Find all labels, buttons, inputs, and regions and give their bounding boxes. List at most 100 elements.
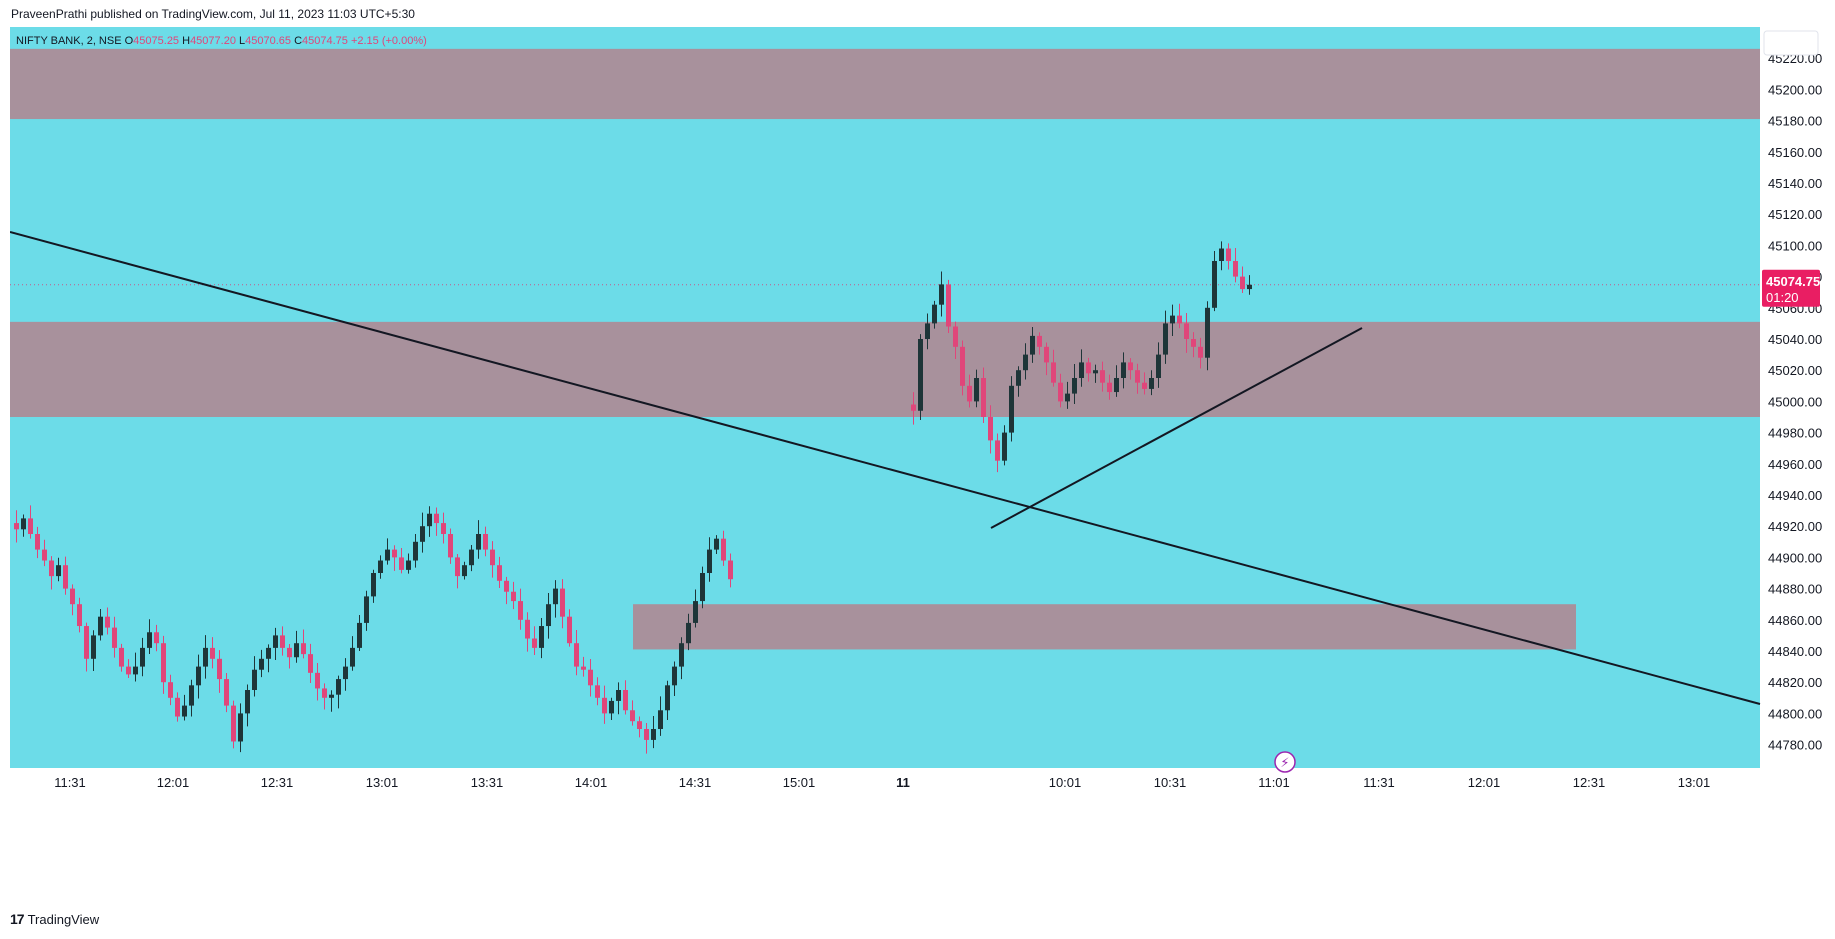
day1-candle: [154, 624, 159, 652]
day1-candle: [140, 637, 145, 677]
day1-candle: [98, 608, 103, 641]
candle-body: [231, 705, 236, 742]
candle-body: [1002, 432, 1007, 461]
day1-candle: [686, 613, 691, 651]
day1-candle: [280, 626, 285, 656]
day2-candle: [1023, 343, 1028, 380]
candle-body: [217, 658, 222, 680]
tradingview-brand[interactable]: 17 TradingView: [10, 911, 99, 927]
zone-rect-3: [633, 604, 1576, 650]
candle-body: [1093, 370, 1098, 374]
day2-candle: [1233, 248, 1238, 283]
candle-body: [1044, 346, 1049, 363]
candle-body: [658, 710, 663, 729]
day1-candle: [196, 654, 201, 699]
day1-candle: [231, 700, 236, 749]
y-tick-label: 44780.00: [1768, 738, 1822, 753]
day1-candle: [441, 512, 446, 544]
candle-body: [637, 721, 642, 729]
x-tick-label: 11:31: [1363, 775, 1395, 790]
x-tick-label: 10:31: [1154, 775, 1187, 790]
zone-rect-1: [10, 48, 1760, 120]
day2-candle: [939, 271, 944, 317]
x-tick-label: 14:01: [575, 775, 608, 790]
x-tick-label: 12:01: [157, 775, 190, 790]
day1-candle: [77, 597, 82, 633]
day2-candle: [1121, 352, 1126, 389]
candle-body: [301, 643, 306, 655]
day1-candle: [238, 703, 243, 753]
day2-candle: [1226, 243, 1231, 270]
lightning-icon: ⚡: [1274, 751, 1296, 773]
candle-body: [560, 588, 565, 617]
candle-body: [175, 697, 180, 717]
candle-body: [581, 666, 586, 670]
candle-body: [567, 616, 572, 644]
candle-body: [995, 440, 1000, 461]
candle-body: [448, 534, 453, 558]
publisher-line: PraveenPrathi published on TradingView.c…: [11, 7, 415, 21]
candle-body: [932, 304, 937, 324]
candle-body: [644, 729, 649, 740]
candle-body: [651, 729, 656, 740]
lightning-icon-circle: [1274, 751, 1296, 773]
candle-body: [1191, 339, 1196, 347]
candle-body: [1037, 335, 1042, 347]
day1-candle: [252, 656, 257, 697]
day1-candle: [525, 612, 530, 652]
candle-body: [308, 654, 313, 673]
day1-candle: [497, 556, 502, 588]
day1-candle: [707, 537, 712, 582]
candle-body: [925, 323, 930, 339]
candle-body: [1247, 284, 1252, 290]
candle-body: [259, 658, 264, 670]
day2-candle: [1072, 363, 1077, 405]
legend-l-value: 45070.65: [245, 35, 294, 47]
candle-body: [967, 385, 972, 402]
day2-candle: [953, 321, 958, 360]
day1-candle: [462, 561, 467, 580]
day1-candle: [574, 630, 579, 676]
legend-symbol: NIFTY BANK, 2, NSE: [16, 35, 125, 47]
candle-body: [483, 534, 488, 550]
day1-candle: [28, 505, 33, 539]
candle-body: [329, 694, 334, 698]
candle-body: [406, 560, 411, 570]
candle-body: [707, 549, 712, 573]
candle-body: [988, 417, 993, 441]
day2-candle: [995, 433, 1000, 473]
day2-candle: [1198, 337, 1203, 369]
day1-candle: [665, 680, 670, 721]
candle-body: [35, 534, 40, 550]
day2-candle: [1058, 373, 1063, 408]
candle-body: [918, 339, 923, 411]
day1-candle: [161, 635, 166, 694]
y-tick-label: 44880.00: [1768, 582, 1822, 597]
day1-candle: [105, 607, 110, 635]
day2-candle: [1051, 349, 1056, 387]
candle-body: [1107, 382, 1112, 393]
day1-candle: [224, 672, 229, 713]
price-chart[interactable]: 44780.00 44800.00 44820.00 44840.00 44860.00…: [10, 27, 1822, 902]
candle-body: [679, 643, 684, 667]
x-tick-label: 13:01: [366, 775, 399, 790]
candle-body: [1100, 370, 1105, 383]
candle-body: [189, 685, 194, 706]
legend-h-value: 45077.20: [190, 35, 239, 47]
legend-c-label: C: [294, 35, 302, 47]
day2-candle: [1100, 361, 1105, 392]
day1-candle: [637, 716, 642, 738]
candle-body: [287, 647, 292, 658]
day1-candle: [392, 545, 397, 571]
y-tick-label: 44800.00: [1768, 706, 1822, 721]
last-price-marker-box: [1762, 269, 1820, 307]
day1-candle: [112, 616, 117, 658]
candle-body: [1072, 378, 1077, 394]
day1-candle: [91, 630, 96, 672]
day1-candle: [721, 530, 726, 566]
candle-body: [504, 580, 509, 592]
candle-body: [196, 666, 201, 686]
day1-candle: [644, 722, 649, 754]
candle-body: [161, 643, 166, 683]
day1-candle: [42, 539, 47, 567]
